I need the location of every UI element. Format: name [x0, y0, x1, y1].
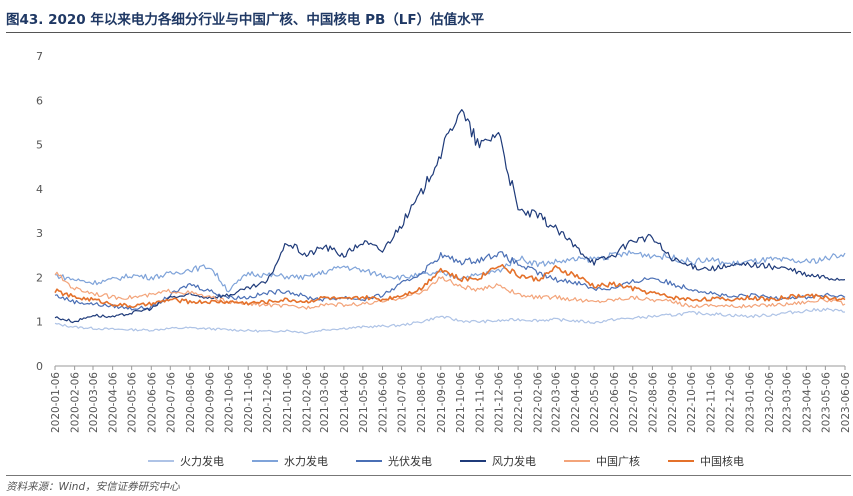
x-tick-label: 2020-05-06 — [127, 372, 139, 433]
legend-label: 中国广核 — [596, 454, 640, 468]
x-tick-label: 2020-11-06 — [243, 372, 255, 433]
x-tick-label: 2021-02-06 — [302, 372, 314, 433]
x-tick-label: 2021-11-06 — [474, 372, 486, 433]
x-tick-label: 2023-05-06 — [820, 372, 832, 433]
series-line — [54, 307, 846, 335]
x-tick-label: 2020-06-06 — [146, 372, 158, 433]
x-tick-label: 2021-12-06 — [493, 372, 505, 433]
x-tick-label: 2022-01-06 — [513, 372, 525, 433]
series-line — [54, 251, 846, 311]
x-tick-label: 2020-03-06 — [88, 372, 100, 433]
x-tick-label: 2022-10-06 — [686, 372, 698, 433]
x-tick-label: 2020-10-06 — [224, 372, 236, 433]
legend: 火力发电 水力发电 光伏发电 风力发电 中国广核 中国核电 — [148, 454, 744, 468]
series-layer — [54, 109, 846, 335]
x-tick-label: 2021-05-06 — [358, 372, 370, 433]
legend-label: 火力发电 — [180, 454, 224, 468]
y-tick-label: 3 — [36, 227, 43, 240]
x-tick-label: 2021-04-06 — [339, 372, 351, 433]
x-tick-label: 2022-08-06 — [647, 372, 659, 433]
x-tick-label: 2020-04-06 — [108, 372, 120, 433]
chart-title: 图43. 2020 年以来电力各细分行业与中国广核、中国核电 PB（LF）估值水… — [6, 12, 485, 28]
x-tick-label: 2021-08-06 — [416, 372, 428, 433]
legend-label: 水力发电 — [284, 454, 328, 468]
x-tick-label: 2022-11-06 — [706, 372, 718, 433]
x-tick-label: 2021-03-06 — [319, 372, 331, 433]
x-tick-label: 2021-01-06 — [282, 372, 294, 433]
x-tick-label: 2023-04-06 — [801, 372, 813, 433]
legend-label: 风力发电 — [492, 454, 536, 468]
x-tick-label: 2021-09-06 — [436, 372, 448, 433]
x-tick-label: 2020-02-06 — [70, 372, 82, 433]
x-tick-label: 2020-09-06 — [205, 372, 217, 433]
series-line — [54, 109, 846, 324]
x-tick-label: 2020-08-06 — [185, 372, 197, 433]
series-line — [54, 271, 846, 310]
x-tick-label: 2022-05-06 — [589, 372, 601, 433]
x-tick-label: 2020-01-06 — [50, 372, 62, 433]
x-tick-label: 2023-03-06 — [782, 372, 794, 433]
source-note: 资料来源：Wind，安信证券研究中心 — [6, 481, 180, 493]
y-tick-label: 2 — [36, 271, 43, 284]
y-tick-label: 1 — [36, 316, 43, 329]
y-tick-label: 4 — [36, 183, 43, 196]
x-tick-label: 2020-07-06 — [165, 372, 177, 433]
x-tick-label: 2022-12-06 — [725, 372, 737, 433]
legend-label: 光伏发电 — [388, 454, 432, 468]
x-tick-label: 2022-04-06 — [570, 372, 582, 433]
x-tick-label: 2021-10-06 — [455, 372, 467, 433]
x-tick-label: 2022-07-06 — [628, 372, 640, 433]
series-line — [54, 263, 846, 308]
footer-divider — [6, 475, 851, 476]
y-tick-label: 0 — [36, 360, 43, 373]
x-tick-label: 2023-02-06 — [764, 372, 776, 433]
x-tick-label: 2023-01-06 — [744, 372, 756, 433]
x-axis: 2020-01-06 2020-02-06 2020-03-06 2020-04-06… — [50, 366, 852, 433]
x-tick-label: 2022-02-06 — [533, 372, 545, 433]
legend-label: 中国核电 — [700, 454, 744, 468]
x-tick-label: 2021-07-06 — [397, 372, 409, 433]
x-tick-label: 2022-06-06 — [609, 372, 621, 433]
title-divider — [6, 32, 851, 33]
y-tick-label: 5 — [36, 139, 43, 152]
y-axis: 0 1 2 3 4 5 6 7 — [36, 50, 845, 373]
series-line — [54, 250, 846, 293]
x-tick-label: 2022-09-06 — [667, 372, 679, 433]
y-tick-label: 7 — [36, 50, 43, 63]
y-tick-label: 6 — [36, 94, 43, 107]
x-tick-label: 2021-06-06 — [378, 372, 390, 433]
x-tick-label: 2022-03-06 — [550, 372, 562, 433]
x-tick-label: 2020-12-06 — [262, 372, 274, 433]
x-tick-label: 2023-06-06 — [840, 372, 852, 433]
